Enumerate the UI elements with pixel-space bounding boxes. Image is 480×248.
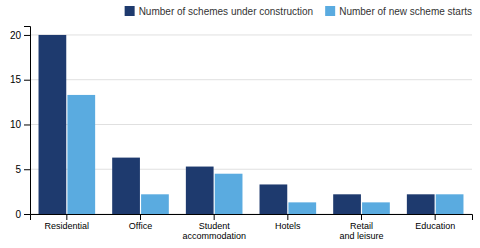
- legend-item: Number of schemes under construction: [125, 6, 314, 17]
- y-tick-mark: [24, 80, 30, 81]
- x-tick-label-line: and leisure: [339, 231, 383, 241]
- grid-line: [30, 79, 472, 80]
- x-tick: Hotels: [275, 214, 301, 231]
- x-tick: Office: [129, 214, 152, 231]
- bar: [112, 158, 140, 214]
- legend-label: Number of new scheme starts: [339, 6, 472, 17]
- y-tick-label: 10: [10, 119, 22, 130]
- y-tick-mark: [24, 214, 30, 215]
- x-tick-label: Retailand leisure: [339, 221, 383, 241]
- x-tick-label: Office: [129, 221, 152, 231]
- x-tick-mark: [140, 214, 141, 220]
- chart: 0 5 10 15 20 Residential Office Studentaccommod…: [0, 0, 480, 248]
- bars: [39, 35, 464, 214]
- y-tick: 15: [10, 74, 30, 85]
- y-tick-label: 20: [10, 30, 22, 41]
- y-tick: 0: [15, 209, 30, 220]
- x-tick-label-line: Retail: [350, 221, 373, 231]
- bar-series: [39, 35, 435, 214]
- legend-label: Number of schemes under construction: [139, 6, 314, 17]
- bar: [39, 35, 67, 214]
- legend: Number of schemes under construction Numb…: [125, 6, 472, 17]
- bar: [186, 167, 214, 214]
- legend-item: Number of new scheme starts: [325, 6, 472, 17]
- y-tick-label: 15: [10, 74, 22, 85]
- chart-container: 0 5 10 15 20 Residential Office Studentaccommod…: [0, 0, 480, 248]
- x-axis: Residential Office Studentaccommodation Hot…: [31, 214, 473, 241]
- x-tick: Studentaccommodation: [182, 214, 246, 241]
- x-tick-mark: [287, 214, 288, 220]
- x-tick: Residential: [45, 214, 90, 231]
- grid-line: [30, 34, 472, 35]
- x-tick-label-line: Education: [415, 221, 455, 231]
- x-tick-label-line: accommodation: [182, 231, 246, 241]
- grid: [30, 35, 472, 214]
- y-tick-mark: [24, 35, 30, 36]
- y-tick-label: 0: [15, 209, 21, 220]
- x-tick-label: Education: [415, 221, 455, 231]
- bar: [141, 194, 169, 214]
- y-tick: 20: [10, 30, 30, 41]
- x-tick-mark: [361, 214, 362, 220]
- bar: [215, 174, 243, 214]
- x-tick-mark: [435, 214, 436, 220]
- legend-swatch: [125, 6, 135, 16]
- x-tick-label-line: Hotels: [275, 221, 301, 231]
- x-tick: Education: [415, 214, 455, 231]
- y-tick: 5: [15, 164, 30, 175]
- x-tick-label-line: Office: [129, 221, 152, 231]
- x-tick-mark: [66, 214, 67, 220]
- x-tick-mark: [214, 214, 215, 220]
- bar: [333, 194, 361, 214]
- y-tick-mark: [24, 124, 30, 125]
- x-tick-label: Residential: [45, 221, 90, 231]
- bar: [436, 194, 464, 214]
- grid-line: [30, 169, 472, 170]
- grid-line: [30, 124, 472, 125]
- y-axis: 0 5 10 15 20: [10, 27, 31, 220]
- x-tick: Retailand leisure: [339, 214, 383, 241]
- x-axis-line: [31, 215, 473, 221]
- x-tick-label: Studentaccommodation: [182, 221, 246, 241]
- x-tick-label-line: Student: [199, 221, 231, 231]
- bar: [407, 194, 435, 214]
- bar: [260, 184, 288, 214]
- legend-swatch: [325, 6, 335, 16]
- y-tick-label: 5: [15, 164, 21, 175]
- bar: [67, 95, 95, 214]
- y-tick: 10: [10, 119, 30, 130]
- bar-series: [67, 95, 463, 214]
- x-tick-label-line: Residential: [45, 221, 90, 231]
- y-tick-mark: [24, 169, 30, 170]
- bar: [362, 202, 390, 214]
- y-axis-line: [24, 27, 31, 215]
- x-tick-label: Hotels: [275, 221, 301, 231]
- bar: [288, 202, 316, 214]
